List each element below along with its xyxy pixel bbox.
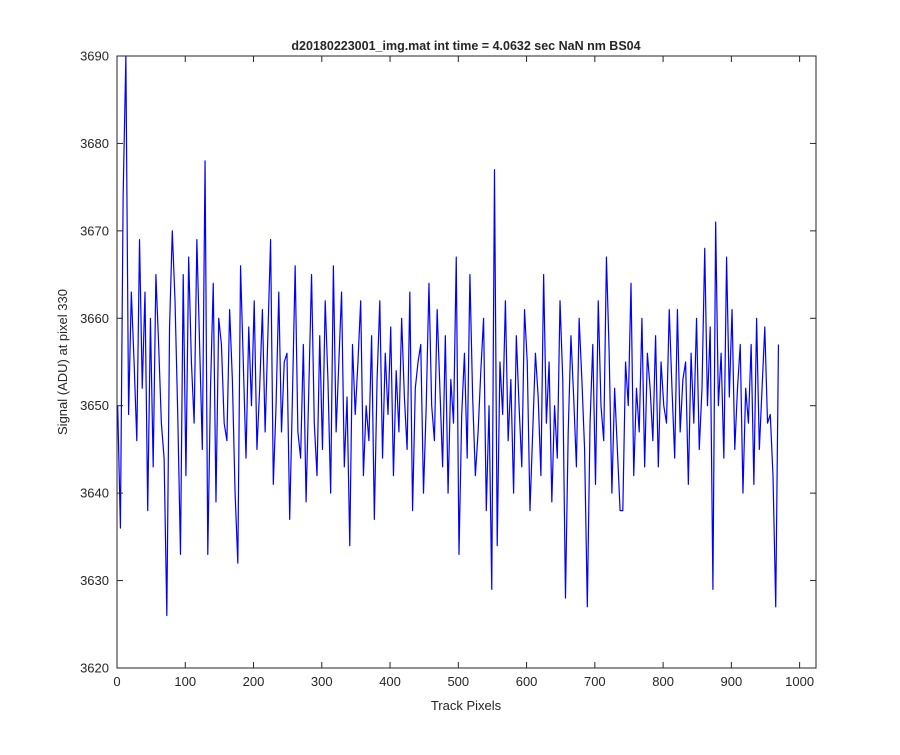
series-line-1	[117, 55, 780, 617]
x-axis: 0 100 200 300 400 500 600 700 800 900 1000	[113, 56, 814, 689]
x-tick-label: 300	[311, 674, 333, 689]
x-tick-label: 0	[113, 674, 120, 689]
x-tick-label: 200	[243, 674, 265, 689]
plot-background	[117, 56, 816, 668]
x-tick-label: 1000	[785, 674, 814, 689]
series-layer	[117, 55, 780, 617]
y-tick-label: 3680	[80, 136, 109, 151]
axes-box	[116, 55, 817, 669]
x-tick-label: 500	[447, 674, 469, 689]
x-tick-label: 400	[379, 674, 401, 689]
y-tick-label: 3650	[80, 398, 109, 413]
y-tick-label: 3670	[80, 223, 109, 238]
y-tick-label: 3660	[80, 311, 109, 326]
y-tick-label: 3620	[80, 661, 109, 676]
y-tick-label: 3630	[80, 573, 109, 588]
x-tick-label: 700	[584, 674, 606, 689]
x-tick-label: 600	[516, 674, 538, 689]
x-tick-label: 900	[721, 674, 743, 689]
y-axis-label: Signal (ADU) at pixel 330	[55, 289, 70, 435]
chart-title: d20180223001_img.mat int time = 4.0632 s…	[291, 39, 640, 53]
x-axis-label: Track Pixels	[431, 698, 502, 713]
y-axis: 3620 3630 3640 3650 3660 3670 3680 3690	[80, 49, 816, 676]
y-tick-label: 3690	[80, 49, 109, 64]
x-tick-label: 100	[174, 674, 196, 689]
y-tick-label: 3640	[80, 486, 109, 501]
x-tick-label: 800	[652, 674, 674, 689]
